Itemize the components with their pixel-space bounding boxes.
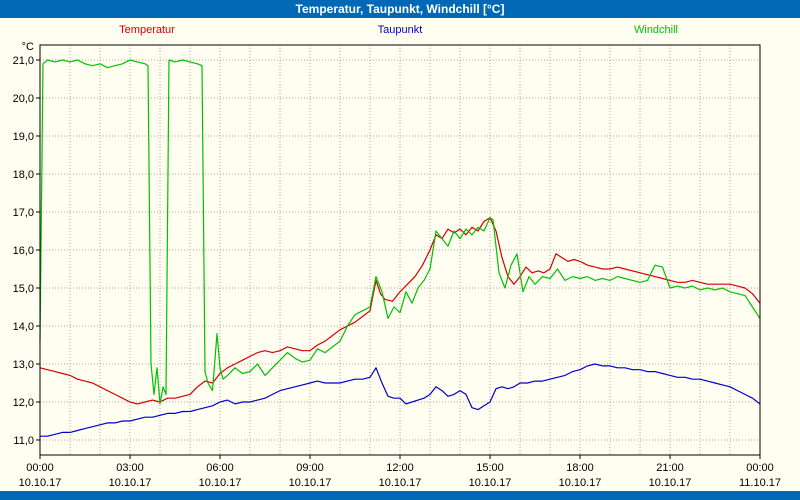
grid: [40, 45, 760, 455]
x-tick-date: 11.10.17: [739, 477, 781, 489]
x-tick-date: 10.10.17: [469, 477, 512, 489]
x-tick-time: 12:00: [386, 462, 414, 474]
legend-windchill: Windchill: [633, 24, 679, 36]
y-tick-label: 21,0: [13, 55, 34, 67]
bottom-bar: [0, 491, 800, 500]
x-tick-date: 10.10.17: [559, 477, 602, 489]
legend-temperatur: Temperatur: [119, 24, 175, 36]
x-tick-time: 06:00: [206, 462, 234, 474]
x-tick-time: 21:00: [656, 462, 684, 474]
x-tick-date: 10.10.17: [289, 477, 332, 489]
x-tick-date: 10.10.17: [109, 477, 152, 489]
x-tick-time: 00:00: [26, 462, 54, 474]
x-tick-time: 09:00: [296, 462, 324, 474]
y-tick-label: 19,0: [13, 131, 34, 143]
y-tick-label: 12,0: [13, 397, 34, 409]
x-tick-date: 10.10.17: [649, 477, 692, 489]
y-tick-label: 13,0: [13, 359, 34, 371]
y-tick-label: 18,0: [13, 169, 34, 181]
x-tick-time: 00:00: [746, 462, 774, 474]
legend-taupunkt: Taupunkt: [377, 24, 423, 36]
x-tick-date: 10.10.17: [379, 477, 422, 489]
y-tick-label: 14,0: [13, 321, 34, 333]
x-tick-date: 10.10.17: [19, 477, 62, 489]
series-temperatur: [39, 217, 761, 405]
x-tick-time: 18:00: [566, 462, 594, 474]
y-axis-unit: °C: [22, 41, 34, 53]
y-tick-label: 16,0: [13, 245, 34, 257]
title-bar: Temperatur, Taupunkt, Windchill [°C]: [0, 0, 800, 18]
x-tick-time: 15:00: [476, 462, 504, 474]
axis-labels: 21,0 20,0 19,0 18,0 17,0 16,0 15,0 14,0 13,0 12,0…: [13, 41, 781, 489]
series-windchill: [39, 59, 761, 405]
y-tick-label: 20,0: [13, 93, 34, 105]
chart-title: Temperatur, Taupunkt, Windchill [°C]: [295, 2, 505, 16]
y-tick-label: 15,0: [13, 283, 34, 295]
x-tick-date: 10.10.17: [199, 477, 242, 489]
x-tick-time: 03:00: [116, 462, 144, 474]
y-tick-label: 17,0: [13, 207, 34, 219]
series-taupunkt: [39, 363, 761, 437]
y-tick-label: 11,0: [13, 435, 34, 447]
